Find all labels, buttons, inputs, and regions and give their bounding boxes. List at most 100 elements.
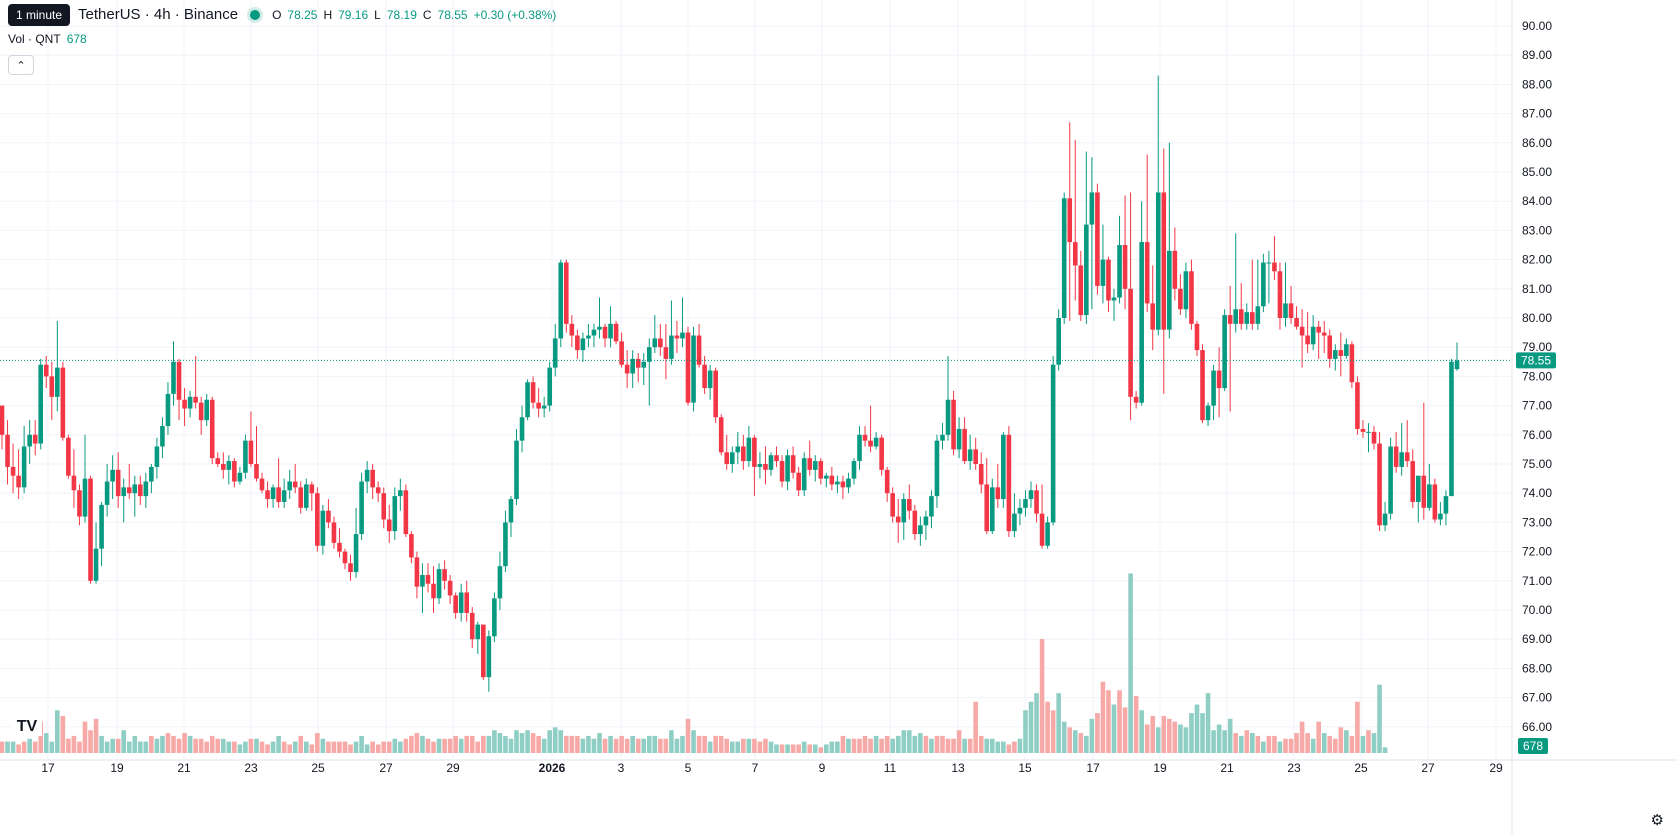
candle-body (60, 367, 66, 438)
candle-body (497, 566, 503, 599)
volume-bar (741, 738, 746, 753)
volume-bar (857, 738, 862, 753)
candle-body (43, 364, 49, 377)
candle-body (774, 455, 779, 462)
volume-bar (1117, 690, 1122, 753)
volume-bar (669, 730, 674, 753)
symbol-title[interactable]: TetherUS · 4h · Binance (78, 6, 239, 23)
open-value: 78.25 (287, 7, 318, 22)
time-tick-label: 21 (177, 761, 191, 775)
volume-bar (940, 735, 945, 753)
volume-bar (315, 733, 320, 753)
volume-bar (121, 730, 127, 753)
volume-bar (663, 738, 669, 753)
candle-body (32, 434, 38, 444)
volume-bar (1344, 730, 1349, 753)
volume-bar (403, 738, 409, 753)
candle-body (851, 461, 857, 479)
candle-body (1078, 265, 1084, 316)
volume-bar (1261, 741, 1266, 753)
volume-bar (481, 735, 486, 753)
candle-body (403, 490, 409, 535)
gear-icon[interactable]: ⚙ (1650, 812, 1664, 829)
volume-bar (1244, 730, 1250, 753)
volume-bar (10, 741, 16, 753)
candle-body (1122, 245, 1128, 289)
volume-bar (1133, 696, 1139, 753)
volume-bar (967, 738, 973, 753)
volume-legend: Vol · QNT 678 (8, 32, 87, 46)
volume-bar (436, 738, 442, 753)
volume-bar (818, 747, 824, 753)
volume-bar (458, 738, 464, 753)
candle-body (1061, 198, 1067, 318)
candle-body (1382, 513, 1388, 526)
time-tick-label: 9 (819, 761, 826, 775)
candle-body (746, 437, 752, 462)
candle-body (187, 396, 193, 409)
high-label: H (323, 7, 333, 22)
volume-bar (331, 741, 337, 753)
volume-label[interactable]: Vol · QNT (8, 32, 61, 46)
volume-bar (1106, 690, 1111, 753)
candle-body (1233, 309, 1239, 324)
candle-body (1084, 224, 1089, 316)
candle-body (724, 452, 730, 464)
price-tick-label: 77.00 (1522, 399, 1552, 413)
candle-body (918, 525, 923, 535)
volume-bar (232, 741, 237, 753)
candle-body (309, 484, 315, 494)
volume-bar (868, 738, 873, 753)
candle-body (1227, 315, 1233, 324)
candle-body (16, 475, 21, 488)
volume-bar (1183, 727, 1189, 753)
time-tick-label: 7 (752, 761, 759, 775)
volume-bar (326, 741, 331, 753)
candle-body (989, 487, 995, 532)
candle-body (414, 557, 420, 587)
candle-body (1106, 259, 1111, 301)
time-tick-label: 15 (1018, 761, 1032, 775)
collapse-legend-button[interactable]: ⌃ (8, 55, 34, 75)
volume-bar (1332, 738, 1338, 753)
candle-body (259, 478, 265, 491)
candle-body (857, 434, 862, 462)
candle-body (1310, 326, 1316, 345)
volume-bar (541, 738, 547, 753)
time-tick-label: 23 (244, 761, 258, 775)
volume-bar (989, 738, 995, 753)
volume-bar (381, 741, 387, 753)
candle-body (1072, 242, 1078, 266)
time-tick-label: 25 (311, 761, 325, 775)
candle-body (1338, 350, 1344, 356)
volume-bar (879, 738, 884, 753)
candle-body (209, 399, 215, 459)
candle-body (1017, 507, 1023, 514)
candle-body (575, 335, 580, 351)
volume-bar (641, 738, 647, 753)
price-tick-label: 89.00 (1522, 48, 1552, 62)
volume-bar (907, 730, 912, 753)
volume-bar (1266, 735, 1272, 753)
volume-bar (132, 735, 138, 753)
candle-body (226, 461, 232, 470)
candle-body (757, 464, 763, 467)
candle-body (326, 510, 331, 523)
candle-body (569, 323, 575, 336)
candle-body (38, 364, 44, 444)
last-price-tag (1516, 352, 1556, 369)
candle-body (635, 358, 641, 368)
candle-body (220, 464, 226, 470)
candle-body (370, 469, 375, 488)
candle-body (1316, 326, 1321, 333)
candle-body (741, 446, 746, 462)
candle-body (27, 434, 32, 447)
volume-bar (575, 735, 580, 753)
candle-body (458, 592, 464, 613)
volume-bar (43, 733, 49, 753)
candle-body (602, 326, 608, 339)
volume-bar (807, 744, 813, 753)
candle-body (768, 455, 774, 470)
candle-body (929, 496, 934, 517)
